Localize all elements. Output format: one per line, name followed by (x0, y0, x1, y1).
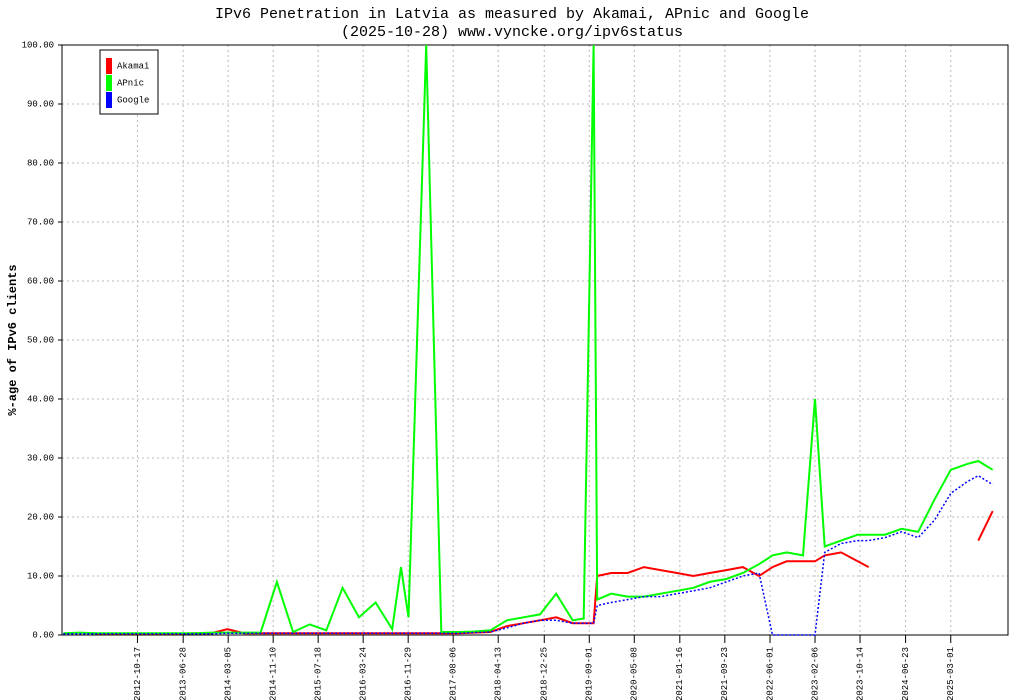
x-tick-label: 2020-05-08 (630, 647, 640, 700)
y-axis-label: %-age of IPv6 clients (6, 264, 20, 415)
series-line (977, 510, 994, 542)
y-tick-label: 100.00 (22, 40, 54, 50)
x-tick-label: 2022-06-01 (765, 647, 775, 700)
x-tick-label: 2014-03-05 (224, 647, 234, 700)
legend-label: APnic (117, 78, 144, 88)
x-tick-label: 2019-09-01 (585, 647, 595, 700)
x-tick-label: 2012-10-17 (133, 647, 143, 700)
x-tick-label: 2016-11-29 (404, 647, 414, 700)
plot-frame (61, 44, 1009, 636)
x-tick-label: 2023-10-14 (855, 647, 865, 700)
y-tick-label: 70.00 (27, 217, 54, 227)
series-line (63, 474, 994, 636)
x-tick-label: 2024-06-23 (901, 647, 911, 700)
y-tick-label: 50.00 (27, 335, 54, 345)
legend-label: Akamai (117, 61, 149, 71)
y-tick-label: 60.00 (27, 276, 54, 286)
x-tick-label: 2015-07-18 (314, 647, 324, 700)
y-tick-label: 10.00 (27, 571, 54, 581)
y-tick-label: 90.00 (27, 99, 54, 109)
x-tick-label: 2014-11-10 (269, 647, 279, 700)
x-tick-label: 2013-06-28 (179, 647, 189, 700)
chart-subtitle: (2025-10-28) www.vyncke.org/ipv6status (341, 24, 683, 41)
y-tick-label: 20.00 (27, 512, 54, 522)
x-tick-label: 2023-02-06 (810, 647, 820, 700)
y-tick-label: 30.00 (27, 453, 54, 463)
x-tick-label: 2021-01-16 (675, 647, 685, 700)
x-tick-label: 2017-08-06 (449, 647, 459, 700)
x-tick-label: 2025-03-01 (946, 647, 956, 700)
legend-swatch (106, 75, 112, 91)
x-tick-label: 2018-12-25 (540, 647, 550, 700)
series-line (63, 44, 994, 635)
y-tick-label: 80.00 (27, 158, 54, 168)
x-tick-label: 2021-09-23 (720, 647, 730, 700)
series-line (96, 551, 870, 635)
x-tick-label: 2016-03-24 (359, 647, 369, 700)
y-tick-label: 0.00 (32, 630, 54, 640)
chart-title: IPv6 Penetration in Latvia as measured b… (215, 6, 809, 23)
legend-label: Google (117, 95, 149, 105)
legend-swatch (106, 58, 112, 74)
x-tick-label: 2018-04-13 (494, 647, 504, 700)
legend-swatch (106, 92, 112, 108)
y-tick-label: 40.00 (27, 394, 54, 404)
